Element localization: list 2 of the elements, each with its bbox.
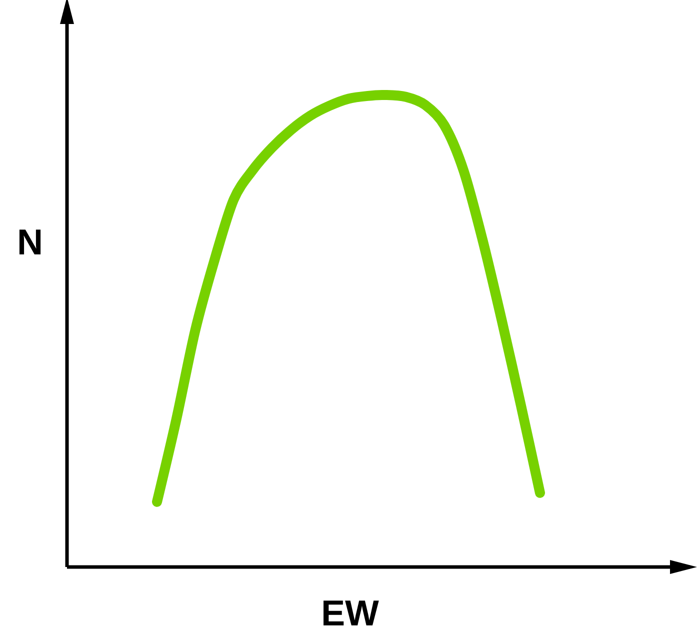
x-axis-title: EW — [324, 600, 379, 626]
y-axis-title: N — [19, 230, 41, 254]
